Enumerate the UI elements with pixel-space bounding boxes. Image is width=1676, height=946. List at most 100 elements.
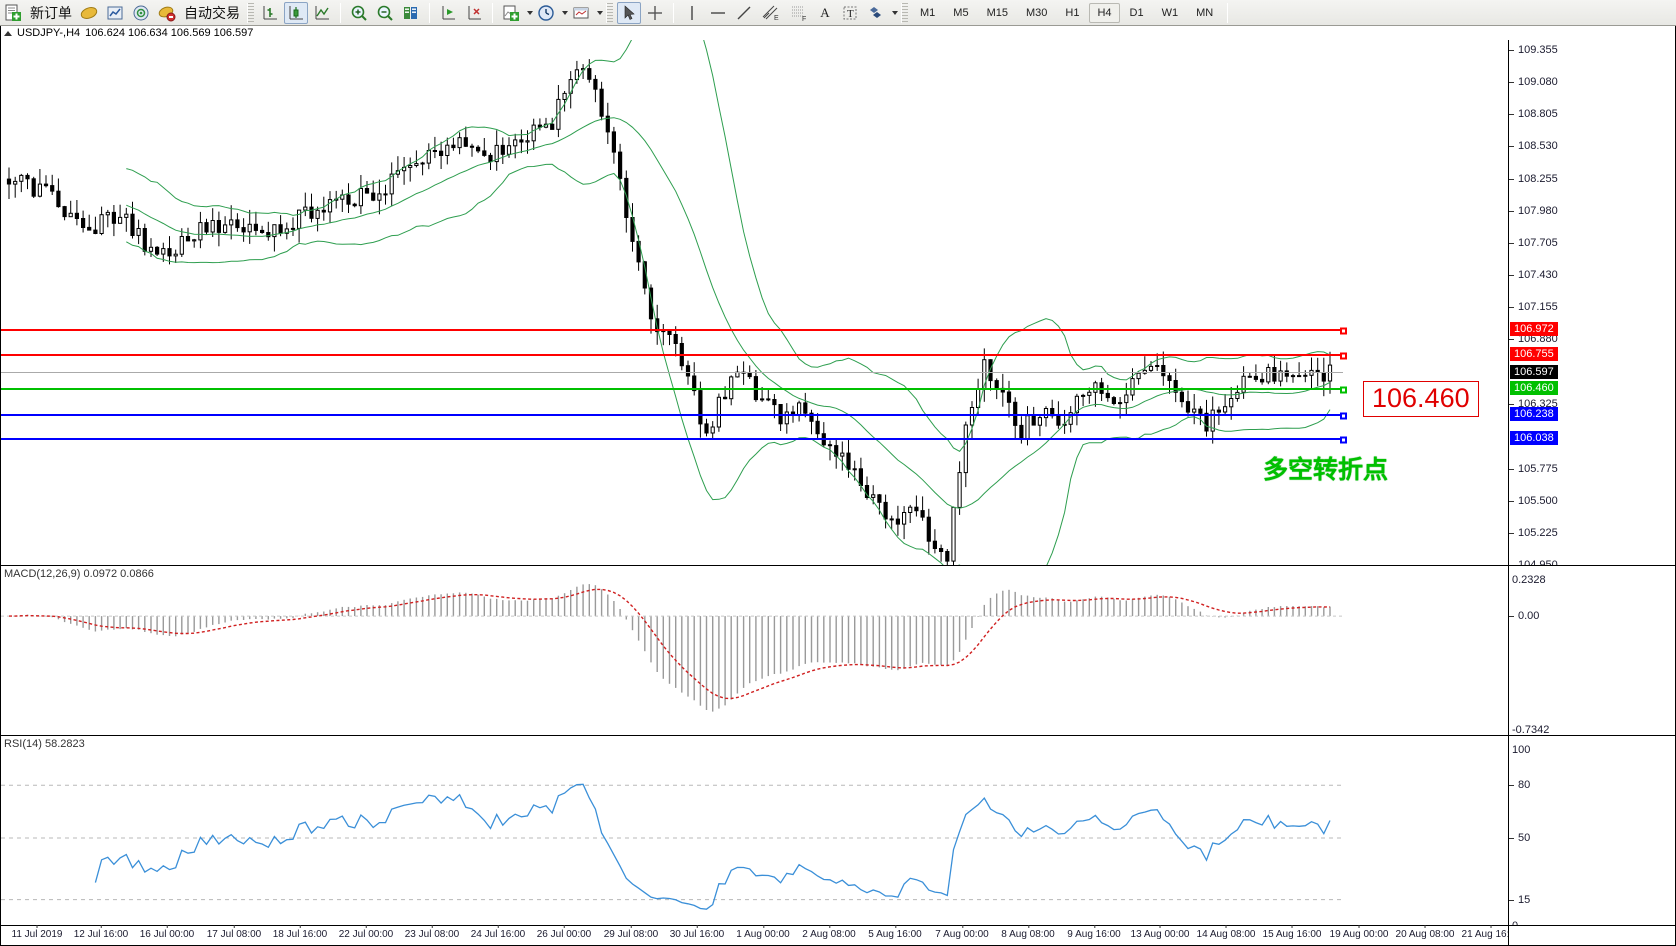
- time-axis[interactable]: 11 Jul 2019 12 Jul 16:00 16 Jul 00:00 17 Ju…: [1, 925, 1520, 945]
- line-handle[interactable]: [1340, 436, 1347, 444]
- toolbar-grip-3[interactable]: [901, 2, 908, 23]
- svg-text:E: E: [774, 15, 779, 22]
- expert-advisors-icon[interactable]: [77, 2, 101, 24]
- time-tick: 19 Aug 00:00: [1329, 925, 1389, 940]
- price-chart-canvas[interactable]: [1, 40, 1510, 565]
- time-tick: 9 Aug 16:00: [1067, 925, 1121, 940]
- time-tick: 2 Aug 08:00: [802, 925, 856, 940]
- price-tag-resistance[interactable]: 106.755: [1510, 346, 1558, 361]
- timeframe-button-m5[interactable]: M5: [953, 6, 969, 19]
- price-scale-axis[interactable]: 109.355 109.080 108.805 108.530 108.255 107.9…: [1508, 40, 1675, 571]
- timeframe-button-m1[interactable]: M1: [920, 6, 936, 19]
- timeframe-button-h1[interactable]: H1: [1065, 6, 1080, 19]
- horizontal-line-pivot[interactable]: [1, 386, 1347, 394]
- price-tick: 108.255: [1509, 173, 1558, 185]
- axis-corner: [1508, 925, 1675, 945]
- time-tick: 14 Aug 08:00: [1196, 925, 1256, 940]
- price-tick: 109.355: [1509, 44, 1558, 56]
- period-dropdown-icon[interactable]: [562, 10, 568, 15]
- timeframe-button-m15[interactable]: M15: [986, 6, 1008, 19]
- toolbar-separator-2: [429, 2, 430, 23]
- crosshair-icon[interactable]: [643, 2, 667, 24]
- horizontal-line-icon[interactable]: [706, 2, 730, 24]
- time-tick: 26 Jul 00:00: [536, 925, 592, 940]
- timeframe-button-h4[interactable]: H4: [1089, 2, 1120, 23]
- indicators-icon[interactable]: [499, 2, 523, 24]
- candlestick-chart-icon[interactable]: [284, 1, 308, 24]
- line-chart-icon[interactable]: [310, 2, 334, 24]
- time-tick: 11 Jul 2019: [11, 925, 63, 940]
- time-tick: 1 Aug 00:00: [736, 925, 790, 940]
- zoom-in-icon[interactable]: [347, 2, 371, 24]
- timeframe-button-m30[interactable]: M30: [1025, 6, 1048, 19]
- data-window-icon[interactable]: [103, 2, 127, 24]
- text-label-icon[interactable]: T: [838, 2, 862, 24]
- period-icon[interactable]: [534, 2, 558, 24]
- line-handle[interactable]: [1340, 412, 1347, 420]
- autotrading-label[interactable]: 自动交易: [184, 4, 240, 21]
- price-tick: 108.530: [1509, 140, 1558, 152]
- macd-chart-canvas[interactable]: [1, 566, 1510, 736]
- line-handle[interactable]: [1340, 386, 1347, 394]
- toolbar-grip[interactable]: [247, 2, 254, 23]
- price-tag-last-price[interactable]: 106.597: [1510, 365, 1558, 380]
- collapse-triangle-icon[interactable]: [4, 30, 12, 36]
- equidistant-channel-icon[interactable]: E: [758, 2, 784, 24]
- macd-scale-axis[interactable]: 0.2328 0.00 -0.7342: [1508, 565, 1675, 736]
- text-icon[interactable]: A: [820, 4, 830, 20]
- objects-icon[interactable]: [864, 2, 888, 24]
- auto-scroll-icon[interactable]: [436, 2, 460, 24]
- price-tag-support[interactable]: 106.038: [1510, 430, 1558, 445]
- rsi-pane[interactable]: RSI(14) 58.2823: [1, 735, 1510, 932]
- timeframe-button-w1[interactable]: W1: [1161, 6, 1179, 19]
- indicators-dropdown-icon[interactable]: [527, 10, 533, 15]
- price-tick: 109.080: [1509, 76, 1558, 88]
- rsi-chart-canvas[interactable]: [1, 736, 1510, 933]
- rsi-label: RSI(14) 58.2823: [4, 738, 85, 750]
- horizontal-line-resistance[interactable]: [1, 327, 1347, 335]
- zoom-out-icon[interactable]: [373, 2, 397, 24]
- time-tick: 22 Jul 00:00: [338, 925, 394, 940]
- new-order-icon[interactable]: [1, 2, 25, 24]
- bar-chart-icon[interactable]: [258, 2, 282, 24]
- horizontal-line-support[interactable]: [1, 436, 1347, 444]
- line-handle[interactable]: [1340, 352, 1347, 360]
- horizontal-line-support[interactable]: [1, 412, 1347, 420]
- price-callout-label[interactable]: 106.460: [1363, 381, 1479, 417]
- chart-window: USDJPY-,H4 106.624 106.634 106.569 106.5…: [0, 26, 1676, 946]
- cursor-icon[interactable]: [617, 1, 641, 24]
- autotrading-icon[interactable]: [155, 2, 179, 24]
- trendline-icon[interactable]: [732, 2, 756, 24]
- templates-icon[interactable]: [569, 2, 593, 24]
- new-order-label[interactable]: 新订单: [30, 4, 72, 21]
- main-toolbar: 新订单 自动交易: [0, 0, 1676, 26]
- chart-end-icon[interactable]: [462, 2, 486, 24]
- price-tag-support[interactable]: 106.238: [1510, 407, 1558, 422]
- price-tag-resistance[interactable]: 106.972: [1510, 321, 1558, 336]
- rsi-scale-axis[interactable]: 1008050150: [1508, 735, 1675, 932]
- signals-icon[interactable]: [129, 2, 153, 24]
- price-pane[interactable]: [1, 40, 1510, 565]
- rsi-tick: 50: [1509, 832, 1530, 844]
- timeframe-button-d1[interactable]: D1: [1129, 6, 1144, 19]
- vertical-line-icon[interactable]: [680, 2, 704, 24]
- chart-annotation-text[interactable]: 多空转折点: [1263, 455, 1389, 484]
- price-tag-pivot[interactable]: 106.460: [1510, 381, 1558, 396]
- price-tick: 107.155: [1509, 301, 1558, 313]
- line-handle[interactable]: [1340, 327, 1347, 335]
- macd-tick: -0.7342: [1512, 724, 1550, 736]
- time-tick: 21 Aug 16:00: [1461, 925, 1521, 940]
- timeframe-button-mn[interactable]: MN: [1196, 6, 1214, 19]
- objects-dropdown-icon[interactable]: [892, 10, 898, 15]
- svg-text:F: F: [802, 16, 806, 22]
- toolbar-separator-5: [1227, 2, 1229, 23]
- fibonacci-icon[interactable]: F: [786, 2, 812, 24]
- templates-dropdown-icon[interactable]: [597, 10, 603, 15]
- chart-shift-icon[interactable]: [399, 2, 423, 24]
- macd-label: MACD(12,26,9) 0.0972 0.0866: [4, 568, 154, 580]
- toolbar-grip-2[interactable]: [606, 2, 613, 23]
- time-tick: 18 Jul 16:00: [272, 925, 328, 940]
- horizontal-line-resistance[interactable]: [1, 352, 1347, 360]
- macd-tick: 0.2328: [1512, 574, 1546, 586]
- macd-pane[interactable]: MACD(12,26,9) 0.0972 0.0866: [1, 565, 1510, 735]
